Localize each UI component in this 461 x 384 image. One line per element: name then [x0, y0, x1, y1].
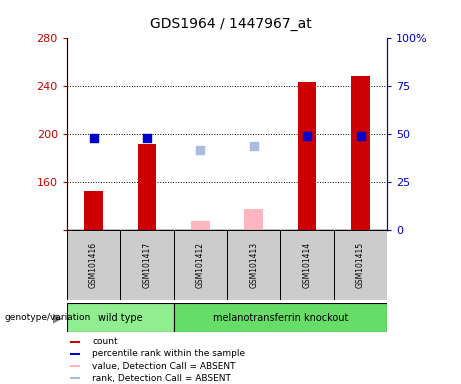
Text: GDS1964 / 1447967_at: GDS1964 / 1447967_at	[150, 17, 311, 31]
Text: GSM101416: GSM101416	[89, 242, 98, 288]
Bar	[334, 230, 387, 300]
Bar	[298, 81, 317, 230]
Text: count: count	[93, 338, 118, 346]
Text: GSM101413: GSM101413	[249, 242, 258, 288]
Bar	[137, 144, 156, 230]
Text: GSM101414: GSM101414	[302, 242, 312, 288]
Text: rank, Detection Call = ABSENT: rank, Detection Call = ABSENT	[93, 374, 231, 382]
Text: melanotransferrin knockout: melanotransferrin knockout	[213, 313, 348, 323]
Point	[357, 133, 364, 139]
Bar	[67, 230, 120, 300]
Text: wild type: wild type	[98, 313, 142, 323]
Bar	[67, 303, 174, 332]
Bar	[84, 191, 103, 230]
Bar	[191, 221, 210, 230]
Bar	[244, 209, 263, 230]
Bar	[70, 341, 80, 343]
Bar	[227, 230, 280, 300]
Text: genotype/variation: genotype/variation	[5, 313, 91, 322]
Point	[143, 135, 151, 141]
Bar	[351, 76, 370, 230]
Bar	[70, 353, 80, 356]
Point	[250, 143, 257, 149]
Bar	[70, 364, 80, 367]
Point	[303, 133, 311, 139]
Text: GSM101417: GSM101417	[142, 242, 152, 288]
Text: GSM101415: GSM101415	[356, 242, 365, 288]
Bar	[120, 230, 174, 300]
Text: value, Detection Call = ABSENT: value, Detection Call = ABSENT	[93, 361, 236, 371]
Text: percentile rank within the sample: percentile rank within the sample	[93, 349, 246, 359]
Point	[197, 147, 204, 153]
Text: GSM101412: GSM101412	[196, 242, 205, 288]
Bar	[70, 377, 80, 379]
Bar	[174, 303, 387, 332]
Text: ▶: ▶	[53, 311, 62, 324]
Bar	[174, 230, 227, 300]
Point	[90, 135, 97, 141]
Bar	[280, 230, 334, 300]
